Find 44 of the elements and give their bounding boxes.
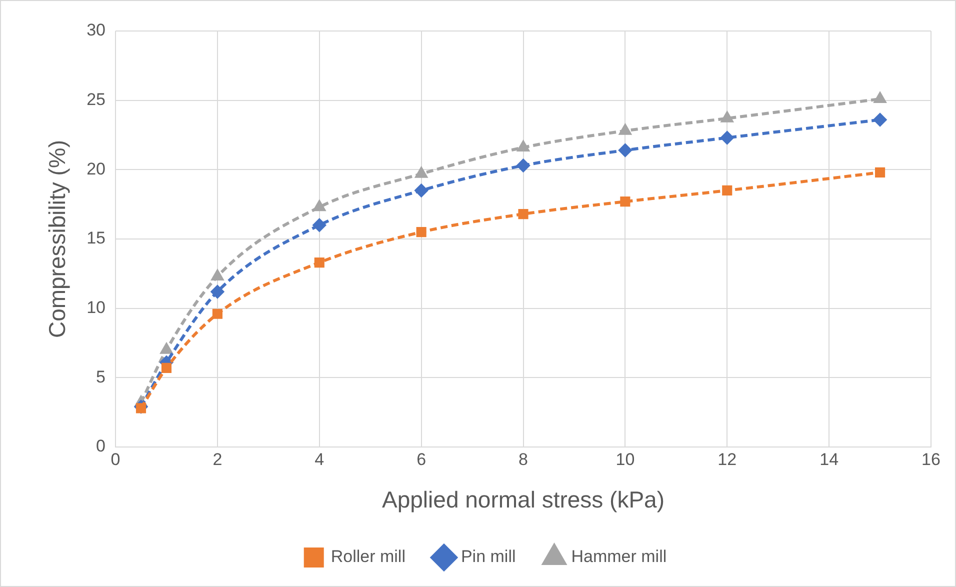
legend-label: Hammer mill bbox=[571, 547, 667, 566]
point bbox=[314, 258, 324, 268]
point bbox=[212, 308, 222, 319]
point bbox=[721, 112, 733, 122]
x-tick-label: 8 bbox=[518, 450, 528, 469]
point bbox=[722, 185, 732, 196]
x-tick-label: 4 bbox=[314, 450, 324, 469]
point bbox=[314, 200, 326, 212]
point bbox=[517, 140, 530, 152]
legend-label: Pin mill bbox=[460, 547, 516, 566]
point bbox=[414, 184, 428, 197]
y-tick-label: 15 bbox=[86, 228, 106, 248]
y-tick-label: 20 bbox=[86, 159, 106, 178]
x-tick-label: 6 bbox=[416, 450, 426, 469]
point bbox=[161, 362, 172, 373]
x-tick-label: 14 bbox=[820, 450, 839, 469]
x-tick-label: 12 bbox=[718, 450, 737, 469]
x-tick-label: 16 bbox=[922, 450, 940, 469]
point bbox=[518, 209, 528, 220]
x-axis-title: Applied normal stress (kPa) bbox=[382, 486, 665, 513]
y-tick-label: 5 bbox=[96, 367, 106, 386]
x-tick-label: 2 bbox=[212, 450, 222, 469]
point bbox=[312, 218, 326, 232]
point bbox=[720, 131, 734, 144]
point bbox=[415, 167, 428, 178]
point bbox=[212, 270, 224, 280]
y-tick-label: 25 bbox=[86, 90, 106, 110]
y-tick-label: 10 bbox=[86, 298, 106, 318]
x-tick-label: 10 bbox=[616, 450, 635, 469]
y-tick-label: 30 bbox=[86, 20, 106, 40]
x-tick-label: 0 bbox=[110, 450, 120, 469]
y-tick-label: 0 bbox=[96, 436, 106, 456]
point bbox=[160, 343, 172, 354]
y-axis-title: Compressibility (%) bbox=[44, 140, 70, 338]
point bbox=[619, 124, 632, 135]
point bbox=[874, 167, 886, 178]
point bbox=[874, 113, 887, 126]
point bbox=[416, 227, 426, 238]
point bbox=[874, 92, 886, 103]
legend-label: Roller mill bbox=[330, 547, 406, 566]
point bbox=[210, 285, 224, 298]
point bbox=[618, 144, 632, 157]
point bbox=[620, 196, 630, 207]
point bbox=[516, 159, 530, 172]
